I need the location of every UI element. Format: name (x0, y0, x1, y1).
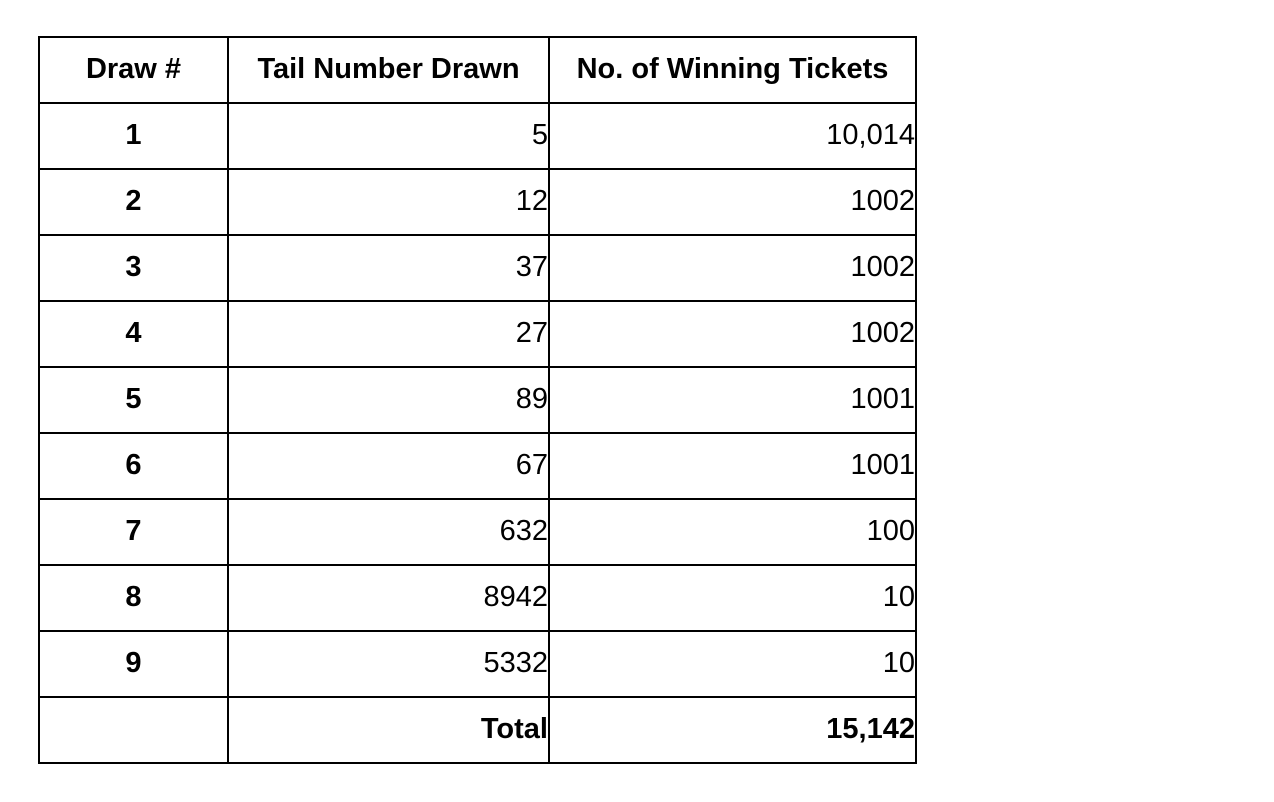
tail-number-cell: 8942 (227, 564, 550, 632)
tail-number-cell: 632 (227, 498, 550, 566)
winning-tickets-cell: 1002 (548, 300, 917, 368)
table-row: 1 5 10,014 (38, 102, 917, 170)
draw-number-cell: 8 (38, 564, 229, 632)
column-header-tail-number: Tail Number Drawn (227, 36, 550, 104)
empty-cell (38, 696, 229, 764)
draw-results-table: Draw # Tail Number Drawn No. of Winning … (38, 36, 917, 764)
draw-number-cell: 6 (38, 432, 229, 500)
draw-number-cell: 7 (38, 498, 229, 566)
table-row: 9 5332 10 (38, 630, 917, 698)
winning-tickets-cell: 10,014 (548, 102, 917, 170)
table-row: 2 12 1002 (38, 168, 917, 236)
total-row: Total 15,142 (38, 696, 917, 764)
winning-tickets-cell: 1001 (548, 366, 917, 434)
winning-tickets-cell: 1002 (548, 234, 917, 302)
tail-number-cell: 5 (227, 102, 550, 170)
winning-tickets-cell: 10 (548, 630, 917, 698)
table-row: 4 27 1002 (38, 300, 917, 368)
tail-number-cell: 37 (227, 234, 550, 302)
tail-number-cell: 67 (227, 432, 550, 500)
tail-number-cell: 89 (227, 366, 550, 434)
tail-number-cell: 5332 (227, 630, 550, 698)
table-row: 5 89 1001 (38, 366, 917, 434)
column-header-winning-tickets: No. of Winning Tickets (548, 36, 917, 104)
total-value-cell: 15,142 (548, 696, 917, 764)
table-row: 6 67 1001 (38, 432, 917, 500)
draw-number-cell: 3 (38, 234, 229, 302)
tail-number-cell: 12 (227, 168, 550, 236)
table-row: 3 37 1002 (38, 234, 917, 302)
draw-number-cell: 4 (38, 300, 229, 368)
table-row: 8 8942 10 (38, 564, 917, 632)
column-header-draw-number: Draw # (38, 36, 229, 104)
draw-number-cell: 1 (38, 102, 229, 170)
table-header-row: Draw # Tail Number Drawn No. of Winning … (38, 36, 917, 104)
tail-number-cell: 27 (227, 300, 550, 368)
draw-number-cell: 5 (38, 366, 229, 434)
draw-number-cell: 9 (38, 630, 229, 698)
table-row: 7 632 100 (38, 498, 917, 566)
winning-tickets-cell: 1002 (548, 168, 917, 236)
total-label-cell: Total (227, 696, 550, 764)
draw-number-cell: 2 (38, 168, 229, 236)
winning-tickets-cell: 1001 (548, 432, 917, 500)
winning-tickets-cell: 100 (548, 498, 917, 566)
winning-tickets-cell: 10 (548, 564, 917, 632)
